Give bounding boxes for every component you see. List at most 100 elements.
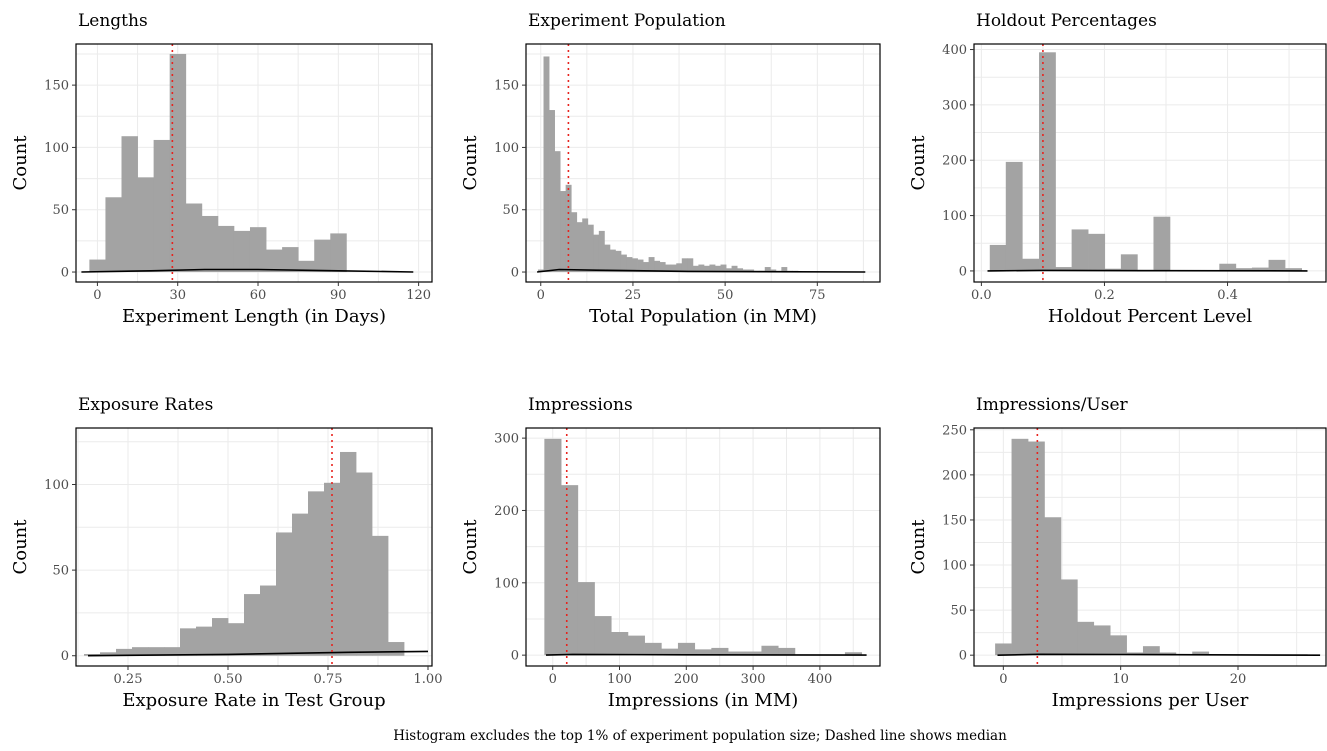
histogram-bar — [1159, 652, 1177, 656]
histogram-bar — [201, 215, 219, 273]
histogram-bar — [1235, 268, 1253, 271]
y-axis-label: Count — [908, 519, 929, 575]
x-tick-label: 50 — [717, 288, 734, 303]
histogram-bar — [714, 265, 721, 273]
histogram-bar — [677, 642, 696, 656]
histogram-bar — [1093, 625, 1111, 656]
histogram-bar — [1055, 267, 1072, 271]
x-axis-label: Total Population (in MM) — [589, 306, 817, 327]
y-axis-label: Count — [460, 135, 481, 191]
panel-title: Exposure Rates — [78, 395, 213, 415]
histogram-bar — [1071, 229, 1089, 271]
y-tick-label: 0 — [959, 264, 967, 279]
histogram-bar — [604, 244, 611, 273]
histogram-panel: 0.25 0.50 0.75 1.00 0 50 100 Exposure Rates Expo… — [10, 395, 442, 711]
panel-frame — [973, 43, 1327, 283]
bars — [537, 56, 799, 273]
histogram-bar — [244, 594, 261, 656]
y-tick-label: 0 — [511, 649, 519, 664]
x-tick-label: 100 — [607, 672, 632, 687]
histogram-bar — [330, 233, 347, 273]
x-tick-label: 0 — [999, 672, 1007, 687]
histogram-bar — [692, 265, 699, 273]
histogram-bar — [1192, 651, 1210, 656]
x-tick-label: 0.50 — [214, 672, 243, 687]
bars — [544, 438, 863, 656]
histogram-bar — [1153, 216, 1171, 271]
x-tick-label: 75 — [809, 288, 826, 303]
histogram-bar — [544, 438, 562, 656]
histogram-bar — [687, 258, 694, 273]
histogram-bar — [764, 267, 771, 273]
y-tick-label: 300 — [942, 98, 967, 113]
density-line — [81, 268, 414, 273]
histogram-bar — [543, 56, 550, 273]
histogram-bar — [670, 264, 677, 273]
histogram-bar — [100, 652, 117, 656]
panel-title: Experiment Population — [528, 11, 726, 31]
x-tick-label: 200 — [674, 672, 699, 687]
histogram-bar — [615, 250, 622, 273]
bars — [989, 52, 1302, 271]
histogram-bar — [228, 623, 245, 656]
panel-frame — [525, 43, 881, 283]
y-tick-label: 50 — [52, 203, 69, 218]
histogram-bar — [164, 647, 181, 656]
histogram-bar — [731, 265, 738, 273]
panel-frame — [75, 43, 433, 283]
histogram-bar — [748, 269, 755, 273]
histogram-bar — [694, 649, 712, 656]
histogram-bar — [648, 257, 655, 273]
histogram-bar — [593, 234, 600, 273]
histogram-bar — [308, 491, 325, 656]
histogram-bar — [1039, 52, 1056, 271]
histogram-bar — [196, 626, 213, 656]
histogram-bar — [665, 264, 672, 273]
histogram-bar — [153, 139, 171, 273]
x-tick-label: 0.0 — [971, 288, 992, 303]
histogram-bar — [571, 212, 578, 273]
histogram-bar — [1110, 635, 1127, 656]
histogram-bar — [356, 472, 373, 656]
histogram-bar — [249, 227, 267, 273]
histogram-bar — [298, 260, 315, 273]
y-tick-label: 0 — [959, 649, 967, 664]
histogram-bar — [1027, 441, 1045, 656]
histogram-bar — [1251, 267, 1269, 271]
gridlines — [526, 44, 880, 282]
histogram-bar — [554, 151, 561, 273]
histogram-bar — [709, 264, 716, 273]
histogram-bar — [778, 647, 796, 656]
panel-title: Holdout Percentages — [976, 11, 1157, 31]
histogram-bar — [676, 263, 683, 273]
panel-frame — [75, 427, 433, 667]
histogram-bar — [266, 249, 283, 273]
histogram-bar — [1077, 621, 1095, 656]
panel-frame — [973, 427, 1327, 667]
histogram-panel: 0 100 200 300 400 0 100 200 300 Impressions Impres… — [460, 395, 881, 711]
histogram-bar — [148, 647, 165, 656]
panel-title: Lengths — [78, 11, 148, 31]
histogram-bar — [1088, 233, 1106, 271]
x-tick-label: 25 — [625, 288, 642, 303]
y-axis-label: Count — [10, 135, 31, 191]
histogram-bar — [1044, 517, 1062, 656]
density-line — [987, 269, 1308, 272]
x-tick-label: 300 — [741, 672, 766, 687]
histogram-bar — [742, 269, 749, 273]
x-tick-label: 120 — [406, 288, 431, 303]
histogram-bar — [132, 647, 149, 656]
bars — [84, 451, 405, 656]
histogram-bar — [577, 582, 595, 656]
x-tick-label: 60 — [250, 288, 267, 303]
histogram-bar — [627, 635, 645, 656]
y-tick-label: 100 — [44, 478, 69, 493]
histogram-bar — [744, 651, 762, 656]
y-axis-label: Count — [10, 519, 31, 575]
x-tick-label: 0 — [93, 288, 101, 303]
y-tick-label: 100 — [942, 209, 967, 224]
histogram-bar — [561, 485, 579, 656]
gridlines — [974, 428, 1326, 666]
histogram-bar — [698, 264, 705, 273]
